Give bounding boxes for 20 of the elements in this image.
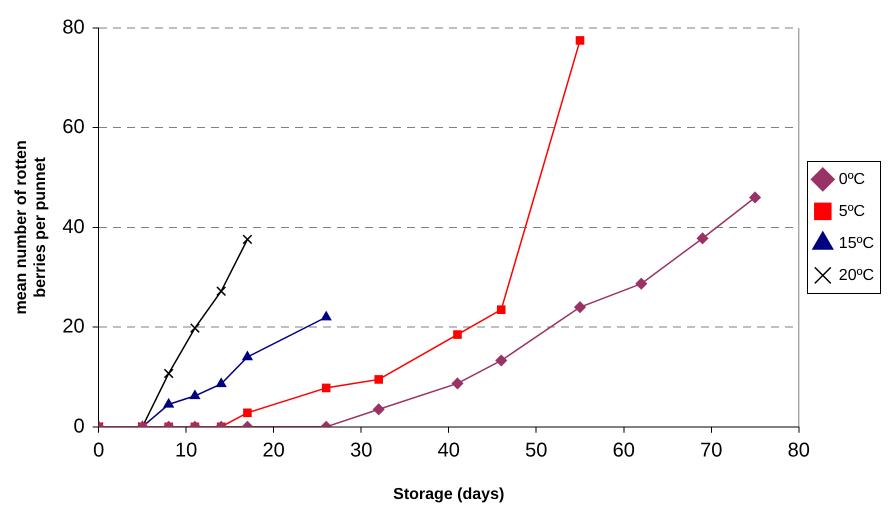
- x-tick-label: 60: [612, 439, 635, 462]
- y-axis-title: mean number of rotten berries per punnet: [13, 140, 50, 315]
- legend-label: 5ºC: [838, 202, 866, 220]
- y-tick-label: 60: [62, 116, 85, 138]
- x-tick-label: 70: [700, 439, 722, 462]
- x-tick-label: 20: [262, 439, 285, 462]
- x-axis-title: Storage (days): [393, 486, 504, 503]
- y-tick-label: 20: [62, 316, 85, 338]
- legend-label: 15ºC: [838, 234, 874, 252]
- y-tick-label: 0: [74, 415, 85, 438]
- y-tick-label: 40: [62, 216, 85, 238]
- x-tick-label: 40: [438, 439, 460, 462]
- x-tick-label: 0: [93, 439, 104, 462]
- legend-label: 0ºC: [838, 170, 866, 188]
- x-tick-label: 50: [525, 439, 548, 462]
- x-tick-label: 30: [350, 439, 372, 462]
- y-tick-label: 80: [62, 16, 85, 39]
- x-tick-label: 10: [175, 439, 198, 462]
- x-tick-label: 80: [788, 439, 810, 462]
- legend-label: 20ºC: [838, 266, 874, 284]
